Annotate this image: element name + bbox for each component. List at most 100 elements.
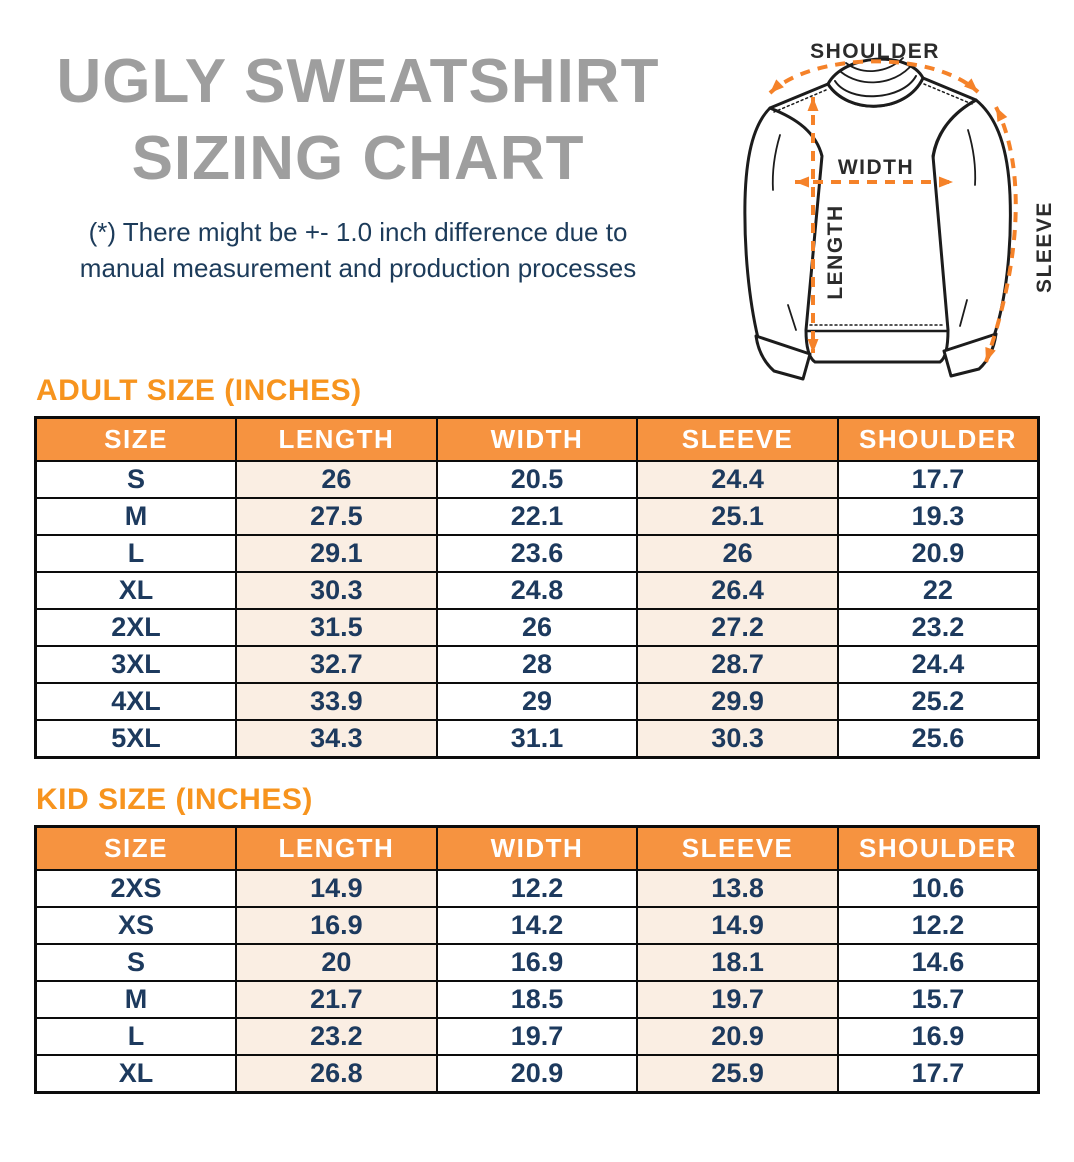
size-cell: XS (34, 906, 238, 945)
measurement-cell: 25.9 (636, 1054, 839, 1094)
measurement-cell: 10.6 (836, 869, 1040, 908)
table-row: S 26 20.5 24.4 17.7 (34, 460, 1040, 499)
measurement-cell: 20.9 (836, 534, 1040, 573)
measurement-cell: 20 (235, 943, 438, 982)
size-cell: S (34, 943, 238, 982)
kid-size-table: SIZE LENGTH WIDTH SLEEVE SHOULDER 2XS 14.9 12.2… (34, 825, 1040, 1094)
size-cell: XL (34, 571, 238, 610)
arrowheads (770, 78, 1008, 362)
measurement-cell: 23.6 (435, 534, 639, 573)
measurement-cell: 24.4 (636, 460, 839, 499)
column-header: SIZE (34, 825, 238, 871)
measurement-cell: 24.4 (836, 645, 1040, 684)
measurement-cell: 29.1 (235, 534, 438, 573)
size-cell: 2XL (34, 608, 238, 647)
table-row: 3XL 32.7 28 28.7 24.4 (34, 645, 1040, 684)
measurement-cell: 26 (235, 460, 438, 499)
measurement-cell: 25.6 (836, 719, 1040, 759)
sleeve-label: SLEEVE (1033, 201, 1056, 293)
measurement-cell: 17.7 (836, 1054, 1040, 1094)
column-header: SLEEVE (636, 825, 839, 871)
table-header-row: SIZE LENGTH WIDTH SLEEVE SHOULDER (34, 825, 1040, 871)
table-row: M 27.5 22.1 25.1 19.3 (34, 497, 1040, 536)
sleeve-arrow (984, 106, 1018, 363)
header-section: UGLY SWEATSHIRT SIZING CHART (*) There m… (0, 0, 1074, 381)
measurement-cell: 27.5 (235, 497, 438, 536)
measurement-cell: 14.9 (235, 869, 438, 908)
width-label: WIDTH (838, 156, 914, 179)
measurement-cell: 14.9 (636, 906, 839, 945)
column-header: WIDTH (435, 825, 639, 871)
table-header-row: SIZE LENGTH WIDTH SLEEVE SHOULDER (34, 416, 1040, 462)
measurement-cell: 20.5 (435, 460, 639, 499)
table-row: XL 26.8 20.9 25.9 17.7 (34, 1054, 1040, 1094)
size-cell: M (34, 980, 238, 1019)
table-row: M 21.7 18.5 19.7 15.7 (34, 980, 1040, 1019)
size-cell: 4XL (34, 682, 238, 721)
size-cell: 5XL (34, 719, 238, 759)
measurement-cell: 26.4 (636, 571, 839, 610)
page-title-line1: UGLY SWEATSHIRT (56, 47, 660, 116)
measurement-cell: 16.9 (435, 943, 639, 982)
measurement-note: (*) There might be +- 1.0 inch differenc… (0, 214, 716, 287)
measurement-cell: 28.7 (636, 645, 839, 684)
shoulder-label: SHOULDER (810, 40, 940, 63)
kid-size-heading: KID SIZE (INCHES) (36, 783, 313, 816)
measurement-cell: 26 (435, 608, 639, 647)
size-cell: S (34, 460, 238, 499)
table-row: 2XS 14.9 12.2 13.8 10.6 (34, 869, 1040, 908)
measurement-cell: 12.2 (435, 869, 639, 908)
measurement-cell: 27.2 (636, 608, 839, 647)
measurement-cell: 18.5 (435, 980, 639, 1019)
sweatshirt-outline-icon (743, 57, 1012, 381)
measurement-cell: 30.3 (235, 571, 438, 610)
size-cell: M (34, 497, 238, 536)
table-row: 5XL 34.3 31.1 30.3 25.6 (34, 719, 1040, 759)
measurement-cell: 22.1 (435, 497, 639, 536)
column-header: SIZE (34, 416, 238, 462)
table-row: XS 16.9 14.2 14.9 12.2 (34, 906, 1040, 945)
measurement-cell: 32.7 (235, 645, 438, 684)
measurement-cell: 34.3 (235, 719, 438, 759)
measurement-cell: 31.1 (435, 719, 639, 759)
measurement-cell: 14.6 (836, 943, 1040, 982)
adult-size-heading: ADULT SIZE (INCHES) (36, 374, 362, 407)
table-row: S 20 16.9 18.1 14.6 (34, 943, 1040, 982)
measurement-cell: 26.8 (235, 1054, 438, 1094)
measurement-cell: 28 (435, 645, 639, 684)
measurement-cell: 22 (836, 571, 1040, 610)
measurement-cell: 20.9 (636, 1017, 839, 1056)
size-cell: L (34, 1017, 238, 1056)
table-row: XL 30.3 24.8 26.4 22 (34, 571, 1040, 610)
column-header: LENGTH (235, 825, 438, 871)
measurement-cell: 33.9 (235, 682, 438, 721)
table-row: 2XL 31.5 26 27.2 23.2 (34, 608, 1040, 647)
measurement-cell: 20.9 (435, 1054, 639, 1094)
column-header: SHOULDER (836, 825, 1040, 871)
size-cell: XL (34, 1054, 238, 1094)
measurement-cell: 29 (435, 682, 639, 721)
measurement-cell: 31.5 (235, 608, 438, 647)
length-label: LENGTH (824, 204, 847, 299)
measurement-cell: 17.7 (836, 460, 1040, 499)
measurement-cell: 30.3 (636, 719, 839, 759)
measurement-cell: 19.7 (636, 980, 839, 1019)
measurement-cell: 16.9 (836, 1017, 1040, 1056)
measurement-cell: 26 (636, 534, 839, 573)
measurement-cell: 25.2 (836, 682, 1040, 721)
kid-size-section: KID SIZE (INCHES) SIZE LENGTH WIDTH SLEEVE S… (0, 783, 1074, 1094)
page-title-line2: SIZING CHART (131, 123, 585, 193)
page-title: UGLY SWEATSHIRT SIZING CHART (0, 44, 716, 198)
column-header: SHOULDER (836, 416, 1040, 462)
measurement-cell: 16.9 (235, 906, 438, 945)
note-line2: manual measurement and production proces… (79, 253, 637, 284)
measurement-cell: 15.7 (836, 980, 1040, 1019)
measurement-cell: 29.9 (636, 682, 839, 721)
adult-size-section: ADULT SIZE (INCHES) SIZE LENGTH WIDTH SLEEV… (0, 374, 1074, 759)
measurement-cell: 24.8 (435, 571, 639, 610)
measurement-cell: 25.1 (636, 497, 839, 536)
measurement-cell: 21.7 (235, 980, 438, 1019)
measurement-cell: 12.2 (836, 906, 1040, 945)
column-header: WIDTH (435, 416, 639, 462)
note-line1: (*) There might be +- 1.0 inch differenc… (88, 216, 628, 247)
